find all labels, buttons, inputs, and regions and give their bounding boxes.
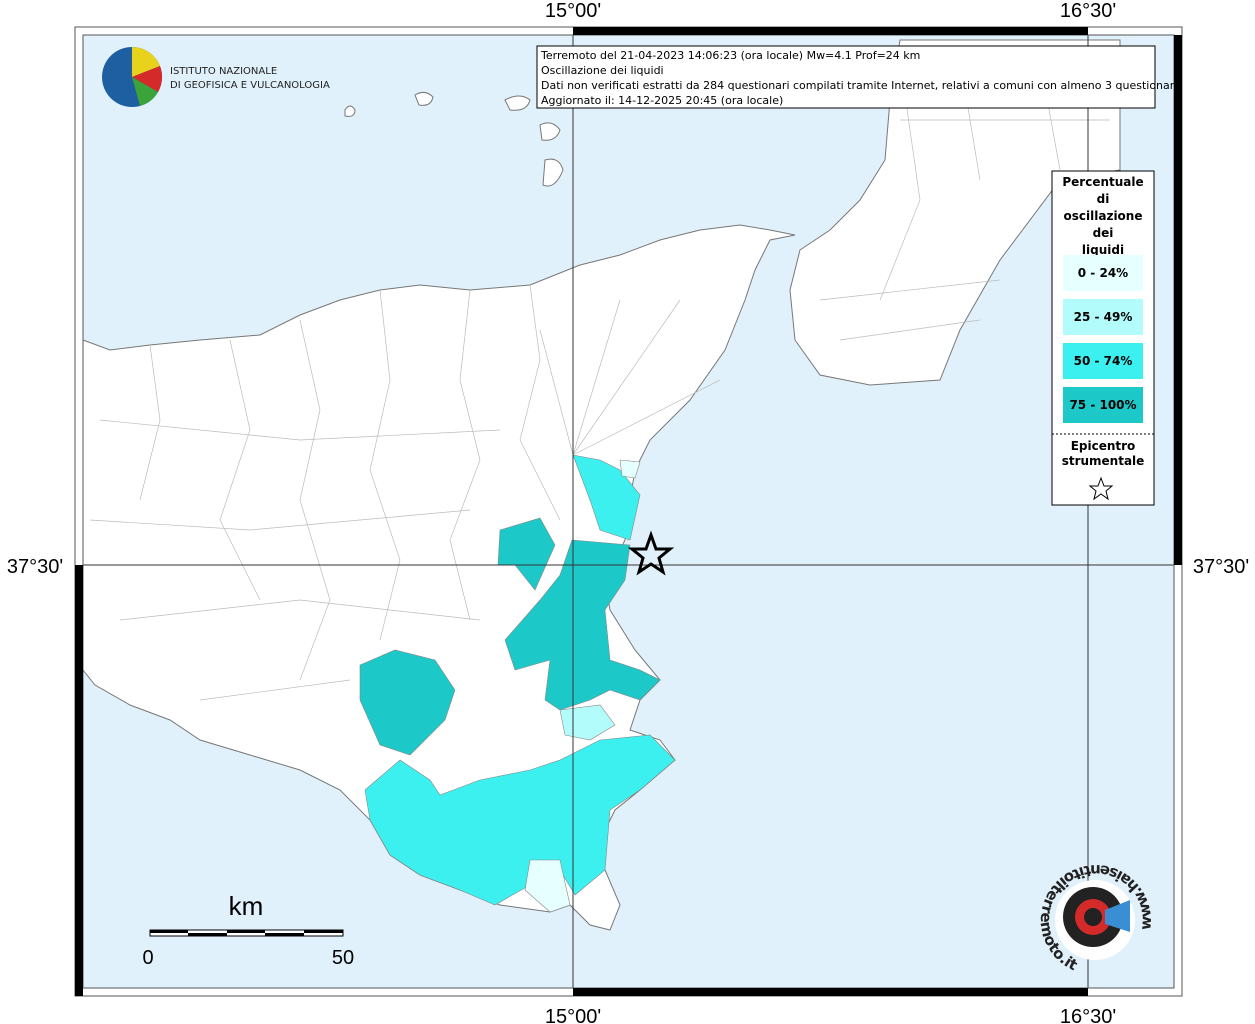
- legend-swatch: [1063, 299, 1143, 335]
- info-line: Aggiornato il: 14-12-2025 20:45 (ora loc…: [541, 94, 783, 107]
- legend-title: Percentuale: [1062, 175, 1143, 189]
- municipal-borders: [89, 59, 1110, 701]
- info-frame: [536, 45, 1156, 109]
- scale-unit: km: [229, 891, 264, 921]
- area: [524, 859, 571, 913]
- legend-swatch: [1063, 343, 1143, 379]
- area: [619, 459, 641, 479]
- scale-segment: [227, 930, 265, 933]
- logo-segment: [132, 66, 163, 92]
- shaded-areas: [359, 454, 676, 913]
- frame-bar: [1174, 35, 1182, 565]
- area: [359, 649, 456, 756]
- logo-segment: [132, 46, 160, 77]
- legend-label: 0 - 24%: [1078, 266, 1128, 280]
- frame-bar: [573, 27, 1088, 35]
- lat-label: 37°30': [7, 556, 63, 578]
- frame: [74, 26, 1183, 997]
- legend-swatch: [1063, 387, 1143, 423]
- logo: ISTITUTO NAZIONALE DI GEOFISICA E VULCAN…: [102, 46, 330, 107]
- scale-bar: km 0 50: [142, 891, 354, 969]
- logo-text: ISTITUTO NAZIONALE: [170, 66, 277, 77]
- legend-label: 25 - 49%: [1074, 310, 1133, 324]
- legend-label: 50 - 74%: [1074, 354, 1133, 368]
- legend-title: di: [1097, 192, 1110, 206]
- scale-segment: [188, 933, 227, 936]
- watermark-speaker: [1105, 900, 1130, 932]
- lon-label: 15°00': [545, 1006, 601, 1024]
- legend-title: oscillazione: [1064, 209, 1143, 223]
- legend-title: liquidi: [1082, 243, 1124, 257]
- info-line: Dati non verificati estratti da 284 ques…: [541, 79, 1181, 92]
- legend-title: dei: [1093, 226, 1114, 240]
- legend-label: 75 - 100%: [1069, 398, 1136, 412]
- info-line: Terremoto del 21-04-2023 14:06:23 (ora l…: [540, 49, 920, 62]
- legend-frame: [1051, 170, 1155, 506]
- scale-label: 0: [142, 947, 153, 969]
- legend-star: [1088, 476, 1114, 501]
- lat-label: 37°30': [1193, 556, 1249, 578]
- area: [559, 704, 616, 741]
- legend-swatch: [1063, 255, 1143, 291]
- legend-text: strumentale: [1062, 454, 1145, 468]
- frame-bar: [573, 988, 1088, 996]
- epicenter: [627, 530, 675, 576]
- legend: Epicentro strumentale Percentuale di oscil…: [1051, 170, 1155, 506]
- legend-text: Epicentro: [1071, 439, 1136, 453]
- frame-bar: [75, 565, 83, 996]
- area: [364, 734, 676, 906]
- scale-segment: [150, 930, 188, 933]
- scale-label: 50: [332, 947, 354, 969]
- lon-label: 16°30': [1060, 0, 1116, 22]
- watermark-disc: [1084, 908, 1102, 926]
- lon-label: 16°30': [1060, 1006, 1116, 1024]
- info-line: Oscillazione dei liquidi: [541, 64, 664, 77]
- area: [504, 539, 661, 711]
- lon-label: 15°00': [545, 0, 601, 22]
- logo-segment: [132, 77, 158, 106]
- info-box: Terremoto del 21-04-2023 14:06:23 (ora l…: [536, 45, 1181, 109]
- scale-segment: [265, 933, 304, 936]
- scale-segment: [304, 930, 343, 933]
- logo-text: DI GEOFISICA E VULCANOLOGIA: [170, 80, 330, 91]
- island: [344, 91, 564, 187]
